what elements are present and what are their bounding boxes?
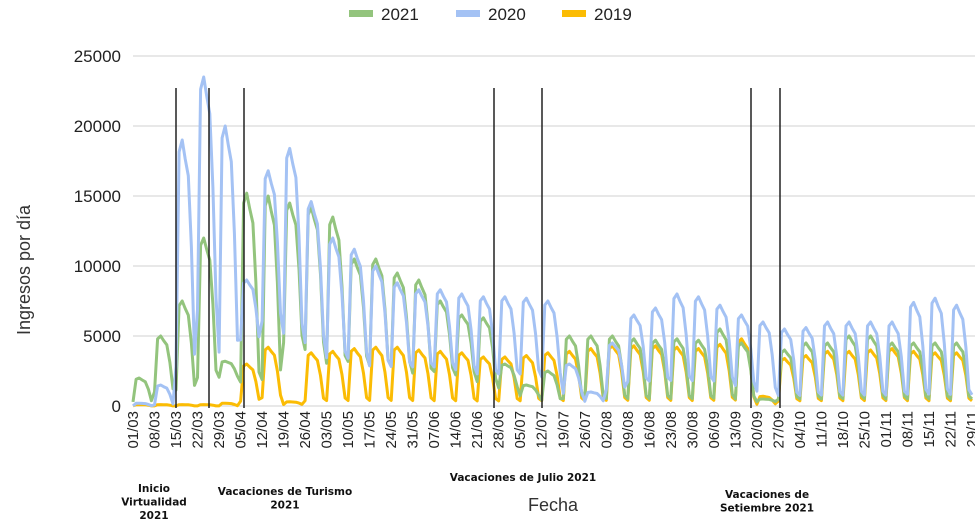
x-tick-label: 23/08 (663, 411, 680, 449)
x-tick-label: 31/05 (405, 411, 422, 449)
legend-swatch (349, 10, 373, 17)
y-tick-label: 0 (112, 397, 121, 416)
y-tick-label: 5000 (83, 327, 121, 346)
x-tick-label: 08/03 (147, 411, 164, 449)
series-lines (131, 75, 974, 408)
annotation-label: Inicio Virtualidad 2021 (121, 483, 187, 522)
x-tick-label: 05/04 (233, 411, 250, 449)
y-axis-title: Ingresos por día (14, 204, 34, 335)
x-tick-label: 17/05 (362, 411, 379, 449)
x-tick-label: 09/08 (620, 411, 637, 449)
event-markers (175, 88, 781, 408)
x-tick-label: 04/10 (792, 411, 809, 449)
x-tick-label: 01/03 (125, 411, 142, 449)
x-tick-label: 15/03 (168, 411, 185, 449)
y-tick-label: 20000 (74, 117, 121, 136)
x-tick-label: 22/03 (190, 411, 207, 449)
x-tick-label: 18/10 (835, 411, 852, 449)
x-tick-label: 12/07 (534, 411, 551, 449)
x-tick-label: 27/09 (770, 411, 787, 449)
x-tick-label: 05/07 (512, 411, 529, 449)
x-tick-label: 24/05 (383, 411, 400, 449)
legend-swatch (456, 10, 480, 17)
x-tick-label: 01/11 (878, 411, 895, 447)
x-tick-label: 21/06 (469, 411, 486, 449)
x-tick-label: 06/09 (706, 411, 723, 449)
x-tick-label: 07/06 (426, 411, 443, 449)
x-tick-label: 22/11 (942, 411, 959, 447)
y-tick-label: 10000 (74, 257, 121, 276)
x-tick-label: 11/10 (813, 411, 830, 447)
x-tick-label: 08/11 (899, 411, 916, 447)
x-tick-label: 26/07 (577, 411, 594, 449)
series-line-2021 (131, 191, 974, 404)
legend-label: 2020 (488, 5, 526, 24)
x-tick-label: 20/09 (749, 411, 766, 449)
x-tick-label: 29/03 (211, 411, 228, 449)
x-tick-label: 25/10 (856, 411, 873, 449)
x-axis-ticks: 01/03 08/03 15/03 22/03 29/03 05/04 12/04 19/04… (125, 411, 975, 449)
x-tick-label: 30/08 (684, 411, 701, 449)
x-tick-label: 16/08 (641, 411, 658, 449)
x-tick-label: 19/07 (555, 411, 572, 449)
x-tick-label: 10/05 (340, 411, 357, 449)
x-tick-label: 29/11 (964, 411, 975, 447)
x-tick-label: 26/04 (297, 411, 314, 449)
annotations: Inicio Virtualidad 2021 Vacaciones de Turis… (121, 472, 814, 522)
annotation-label: Vacaciones de Setiembre 2021 (720, 489, 814, 515)
series-line-2020 (132, 75, 974, 408)
x-tick-label: 12/04 (254, 411, 271, 449)
legend-label: 2019 (594, 5, 632, 24)
y-tick-label: 25000 (74, 47, 121, 66)
x-tick-label: 03/05 (319, 411, 336, 449)
legend-label: 2021 (381, 5, 419, 24)
annotation-label: Vacaciones de Julio 2021 (450, 472, 596, 484)
y-tick-label: 15000 (74, 187, 121, 206)
series-line-2019 (132, 337, 973, 408)
legend: 2021 2020 2019 (349, 5, 632, 24)
x-axis-title: Fecha (528, 495, 579, 515)
x-tick-label: 19/04 (276, 411, 293, 449)
annotation-label: Vacaciones de Turismo 2021 (218, 486, 352, 512)
y-axis-ticks: 0 5000 10000 15000 20000 25000 (74, 47, 121, 416)
x-tick-label: 14/06 (448, 411, 465, 449)
x-tick-label: 02/08 (598, 411, 615, 449)
legend-swatch (562, 10, 586, 17)
x-tick-label: 15/11 (921, 411, 938, 447)
x-tick-label: 13/09 (727, 411, 744, 449)
x-tick-label: 28/06 (491, 411, 508, 449)
